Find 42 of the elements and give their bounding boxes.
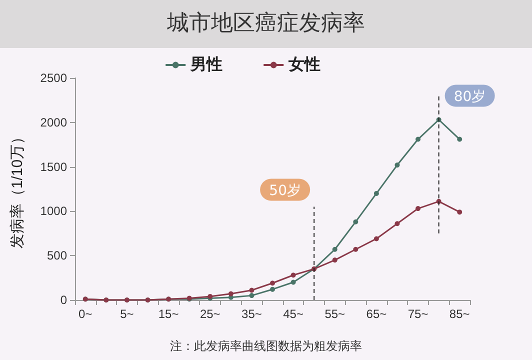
point bbox=[249, 293, 254, 298]
point bbox=[394, 162, 400, 168]
point bbox=[290, 272, 296, 278]
point bbox=[416, 136, 421, 142]
point bbox=[374, 236, 379, 242]
point bbox=[416, 206, 421, 212]
legend-label: 男性 bbox=[190, 56, 223, 74]
chart-title: 城市地区癌症发病率 bbox=[0, 0, 532, 48]
y-axis-title: 发病率（1/10万） bbox=[9, 129, 26, 249]
point bbox=[270, 286, 275, 292]
point bbox=[353, 246, 358, 252]
point bbox=[374, 190, 379, 196]
x-tick-label: 75~ bbox=[408, 307, 428, 321]
point bbox=[290, 280, 296, 285]
y-tick-label: 1500 bbox=[40, 160, 68, 174]
x-tick-label: 65~ bbox=[366, 307, 387, 321]
point bbox=[457, 210, 462, 215]
point bbox=[249, 288, 254, 293]
point bbox=[228, 291, 234, 296]
annotation: 50岁 bbox=[269, 182, 301, 199]
point bbox=[332, 258, 338, 263]
x-tick-label: 35~ bbox=[242, 307, 262, 321]
point bbox=[353, 219, 358, 224]
x-tick-label: 0~ bbox=[78, 307, 92, 321]
legend-label: 女性 bbox=[288, 56, 321, 74]
annotation: 80岁 bbox=[454, 88, 486, 105]
y-tick-label: 500 bbox=[46, 248, 68, 263]
x-tick-label: 45~ bbox=[283, 307, 304, 321]
x-tick-label: 5~ bbox=[120, 307, 134, 321]
point bbox=[332, 246, 338, 252]
text: 注：此发病率曲线图数据为粗发病率 bbox=[170, 339, 362, 353]
point bbox=[394, 221, 400, 226]
point bbox=[457, 136, 462, 142]
x-tick-label: 55~ bbox=[324, 307, 346, 321]
y-tick-label: 0 bbox=[60, 293, 68, 307]
y-tick-label: 1000 bbox=[40, 204, 68, 218]
point bbox=[270, 280, 275, 286]
x-tick-label: 15~ bbox=[158, 307, 179, 321]
x-tick-label: 25~ bbox=[200, 307, 220, 321]
x-tick-label: 85~ bbox=[449, 307, 470, 321]
y-tick-label: 2000 bbox=[40, 115, 68, 130]
y-tick-label: 2500 bbox=[40, 71, 68, 85]
